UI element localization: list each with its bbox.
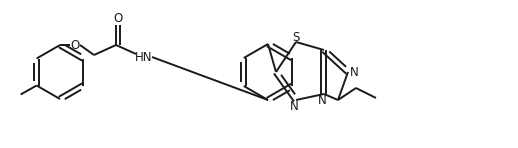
Text: S: S [292,30,300,44]
Text: N: N [350,66,358,78]
Text: O: O [113,12,123,25]
Text: N: N [318,94,326,107]
Text: N: N [290,99,298,112]
Text: HN: HN [135,50,153,63]
Text: O: O [70,38,80,52]
